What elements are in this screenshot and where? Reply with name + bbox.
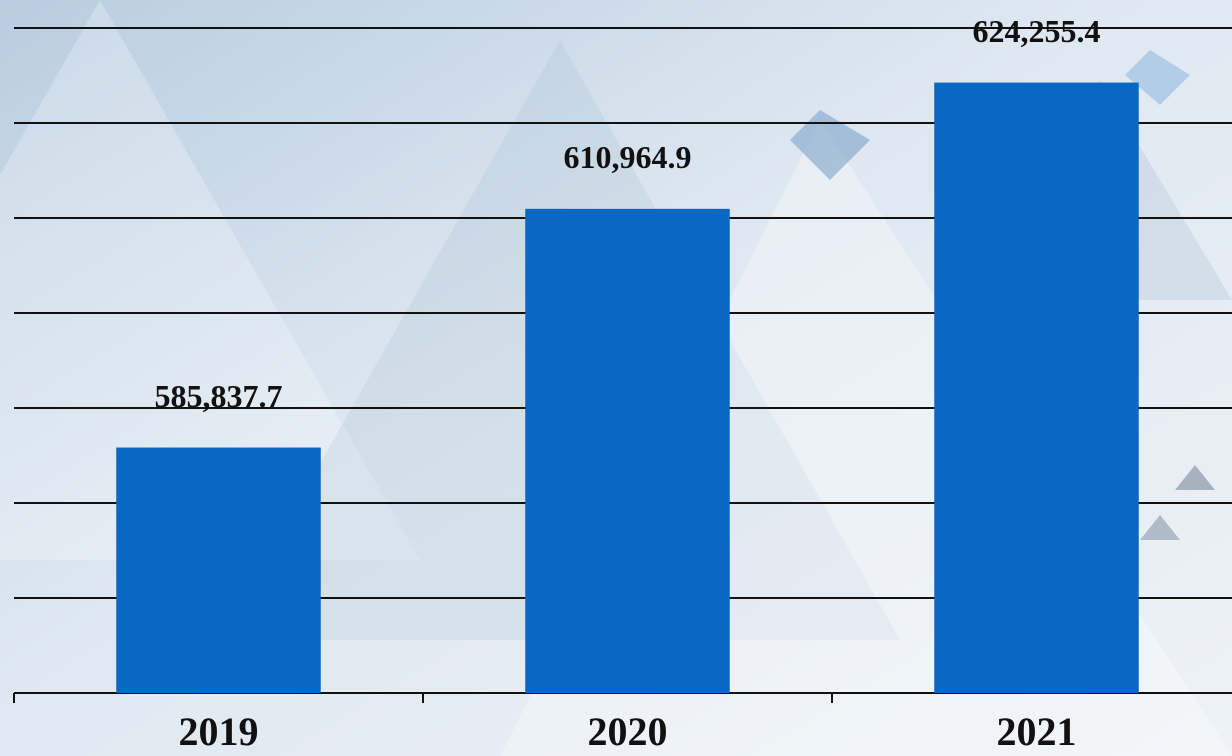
plot-area: 2019 585,837.7 2020 610,964.9 2021 624,255.4 [13, 13, 1232, 754]
bar [116, 447, 321, 693]
x-tick-label: 2020 [588, 709, 668, 754]
value-label: 624,255.4 [973, 13, 1101, 49]
bar [934, 82, 1139, 693]
value-label: 610,964.9 [564, 139, 692, 175]
value-label: 585,837.7 [155, 378, 283, 414]
x-tick-label: 2019 [179, 709, 259, 754]
x-tick-label: 2021 [997, 709, 1077, 754]
bar [525, 208, 730, 694]
